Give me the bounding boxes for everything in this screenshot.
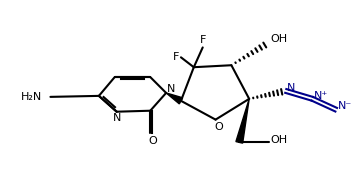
Text: N: N	[287, 83, 295, 93]
Text: N⁻: N⁻	[338, 101, 352, 111]
Text: OH: OH	[270, 135, 288, 145]
Text: OH: OH	[270, 34, 288, 44]
Polygon shape	[166, 93, 183, 104]
Text: N: N	[113, 113, 121, 123]
Text: H₂N: H₂N	[21, 92, 42, 102]
Text: N⁺: N⁺	[314, 91, 328, 101]
Polygon shape	[236, 99, 249, 143]
Text: N: N	[167, 84, 175, 94]
Text: F: F	[173, 52, 179, 62]
Text: O: O	[148, 136, 157, 146]
Text: O: O	[214, 122, 223, 131]
Text: F: F	[200, 35, 206, 44]
